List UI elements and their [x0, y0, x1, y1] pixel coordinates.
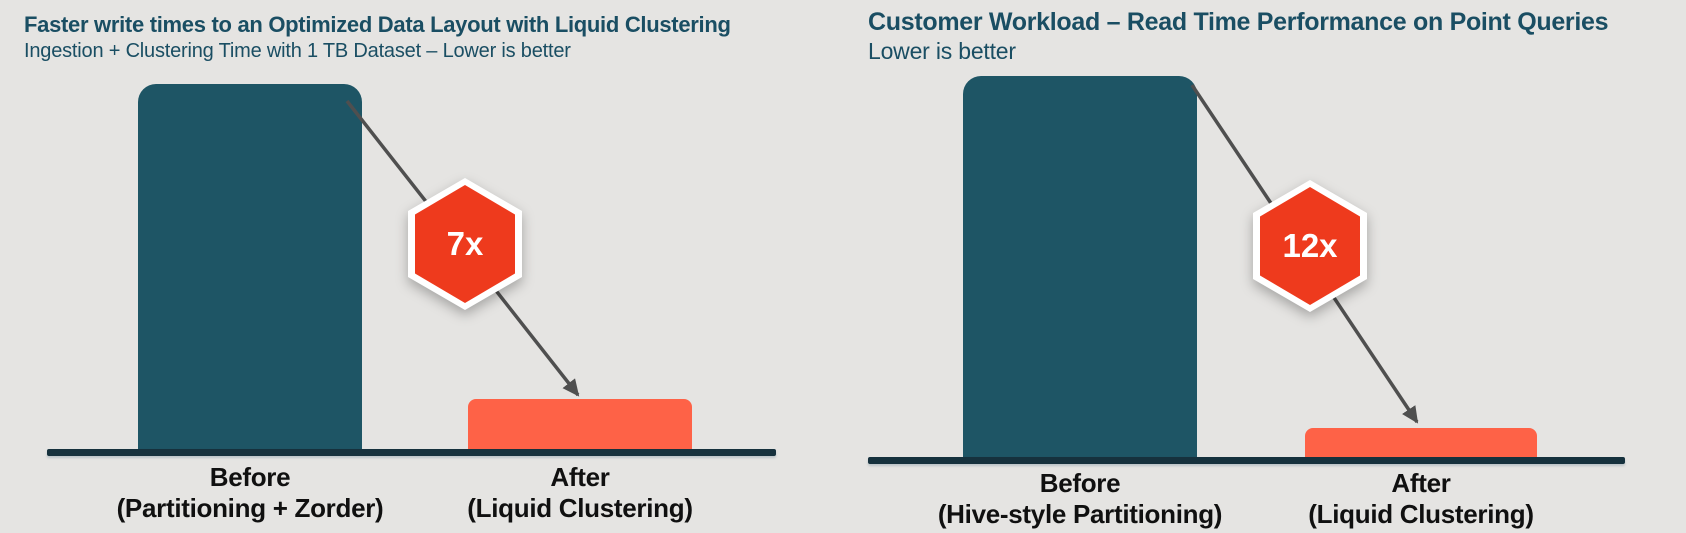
category-line2: (Liquid Clustering) — [467, 493, 693, 523]
left-chart-before-label: Before (Partitioning + Zorder) — [80, 462, 420, 524]
category-line1: After — [1391, 468, 1451, 498]
right-speedup-value: 12x — [1282, 227, 1338, 264]
left-speedup-value: 7x — [446, 225, 484, 262]
left-chart-baseline — [47, 449, 776, 456]
left-chart-after-label: After (Liquid Clustering) — [410, 462, 750, 524]
category-line1: Before — [1039, 468, 1121, 498]
right-chart-before-label: Before (Hive-style Partitioning) — [910, 468, 1250, 530]
category-line1: After — [550, 462, 610, 492]
left-chart-subtitle: Ingestion + Clustering Time with 1 TB Da… — [24, 40, 571, 62]
left-chart-title: Faster write times to an Optimized Data … — [24, 12, 731, 37]
right-chart-before-bar — [963, 76, 1197, 460]
left-chart-after-bar — [468, 399, 692, 452]
category-line2: (Liquid Clustering) — [1308, 499, 1534, 529]
right-chart-baseline — [868, 457, 1625, 464]
left-chart-before-bar — [138, 84, 362, 452]
right-chart-title: Customer Workload – Read Time Performanc… — [868, 8, 1609, 36]
category-line1: Before — [209, 462, 291, 492]
right-chart-after-label: After (Liquid Clustering) — [1251, 468, 1591, 530]
left-speedup-badge: 7x — [408, 178, 522, 310]
right-chart-after-bar — [1305, 428, 1537, 460]
right-chart-subtitle: Lower is better — [868, 38, 1016, 64]
right-speedup-badge: 12x — [1253, 180, 1367, 312]
category-line2: (Partitioning + Zorder) — [116, 493, 384, 523]
category-line2: (Hive-style Partitioning) — [937, 499, 1223, 529]
